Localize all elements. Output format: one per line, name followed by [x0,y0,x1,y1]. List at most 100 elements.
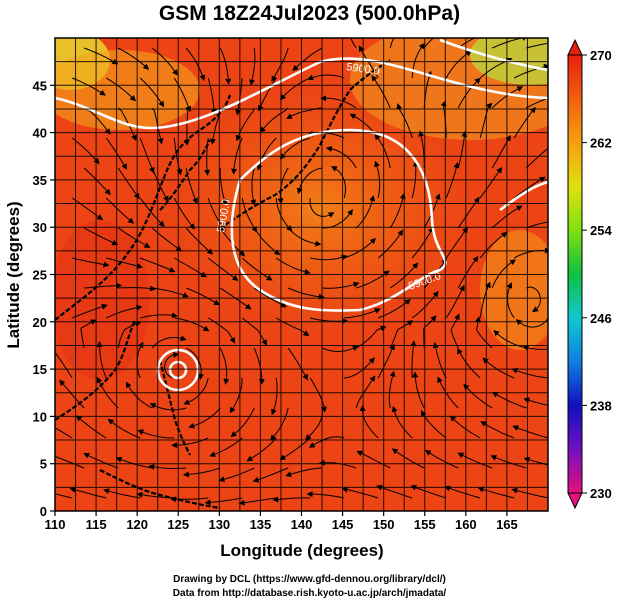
streamline [511,487,548,499]
streamline [389,320,414,349]
streamline [480,421,515,439]
streamline [344,357,375,379]
streamline [325,145,357,169]
lon-tick-label: 155 [414,517,436,532]
streamline [117,107,137,142]
streamline [491,259,517,289]
lat-tick-label: 45 [33,78,47,93]
streamline [320,95,357,109]
streamline [391,448,425,469]
streamline [490,455,527,469]
streamline [173,77,192,113]
streamline [84,47,119,65]
lat-tick-label: 35 [33,173,47,188]
streamline [139,197,165,228]
streamline [410,484,447,499]
colorbar-tick-label: 238 [590,398,612,413]
streamline [279,137,311,160]
streamline [83,227,119,246]
streamline [185,47,206,82]
streamline [292,47,323,72]
streamline [515,317,548,328]
streamline [377,229,404,259]
streamline [253,227,281,256]
streamline [182,467,221,478]
lat-tick-label: 5 [40,457,47,472]
lon-tick-label: 160 [455,517,477,532]
streamline [322,281,360,289]
streamline [287,227,322,247]
streamline [491,391,527,409]
streamline [424,450,459,469]
streamline [432,341,447,379]
colorbar-min-triangle [567,492,583,510]
streamline [479,281,491,319]
lat-tick-label: 10 [33,409,47,424]
streamline [410,340,417,379]
streamline [219,47,232,85]
streamline [526,221,548,229]
latitude-ticks: 0 5 10 15 20 25 30 35 40 45 [33,78,55,519]
streamline [423,38,435,49]
streamline [117,167,140,200]
streamline [310,254,348,261]
streamline [250,167,257,206]
streamline [411,290,439,319]
credit-drawing: Drawing by DCL (https://www.gfd-dennou.o… [173,574,446,585]
lat-tick-label: 0 [40,504,47,519]
streamline [69,486,107,499]
streamline [344,308,381,319]
streamline [204,497,243,506]
philippines-coastline [158,359,191,456]
streamline [444,485,481,499]
streamline [445,226,469,259]
streamline [526,42,548,49]
streamline [183,377,209,405]
streamline [491,86,524,109]
streamline [188,407,221,429]
colorbar-max-triangle [567,38,583,56]
streamline [355,325,387,349]
streamline [219,168,228,206]
streamline [257,77,277,112]
streamline [269,407,289,441]
streamline [522,345,548,351]
streamline [137,429,175,439]
lon-tick-label: 115 [86,517,107,532]
streamline [219,347,230,385]
streamline [450,313,460,349]
streamline [253,347,265,385]
streamline [151,227,183,252]
streamline [341,486,379,499]
streamline [513,63,548,79]
colorbar-ticks: 230 238 246 254 262 270 [582,48,612,501]
streamline [229,377,243,414]
streamline [105,304,143,319]
streamline [457,255,479,289]
streamline [83,167,111,196]
streamline [307,74,345,81]
colorbar-tick-label: 254 [590,223,612,238]
streamline [308,436,345,448]
x-axis-title: Longitude (degrees) [220,541,383,560]
streamline [105,77,137,102]
streamline [72,257,110,268]
streamline [296,167,323,195]
y-axis-title: Latitude (degrees) [4,201,23,348]
lat-tick-label: 30 [33,220,47,235]
streamline [117,227,151,248]
indochina-coastline [55,319,136,421]
colorbar: 230 238 246 254 262 270 [567,38,612,510]
streamline [271,377,278,416]
wind-streamlines [55,38,548,506]
streamline [525,97,548,109]
colorbar-tick-label: 262 [590,136,612,151]
streamline [445,284,465,319]
streamline [139,77,165,108]
streamline [350,38,357,49]
warm-region-east-vortex [480,230,548,350]
streamline [437,376,459,409]
streamline [151,47,178,76]
streamline [285,467,323,478]
